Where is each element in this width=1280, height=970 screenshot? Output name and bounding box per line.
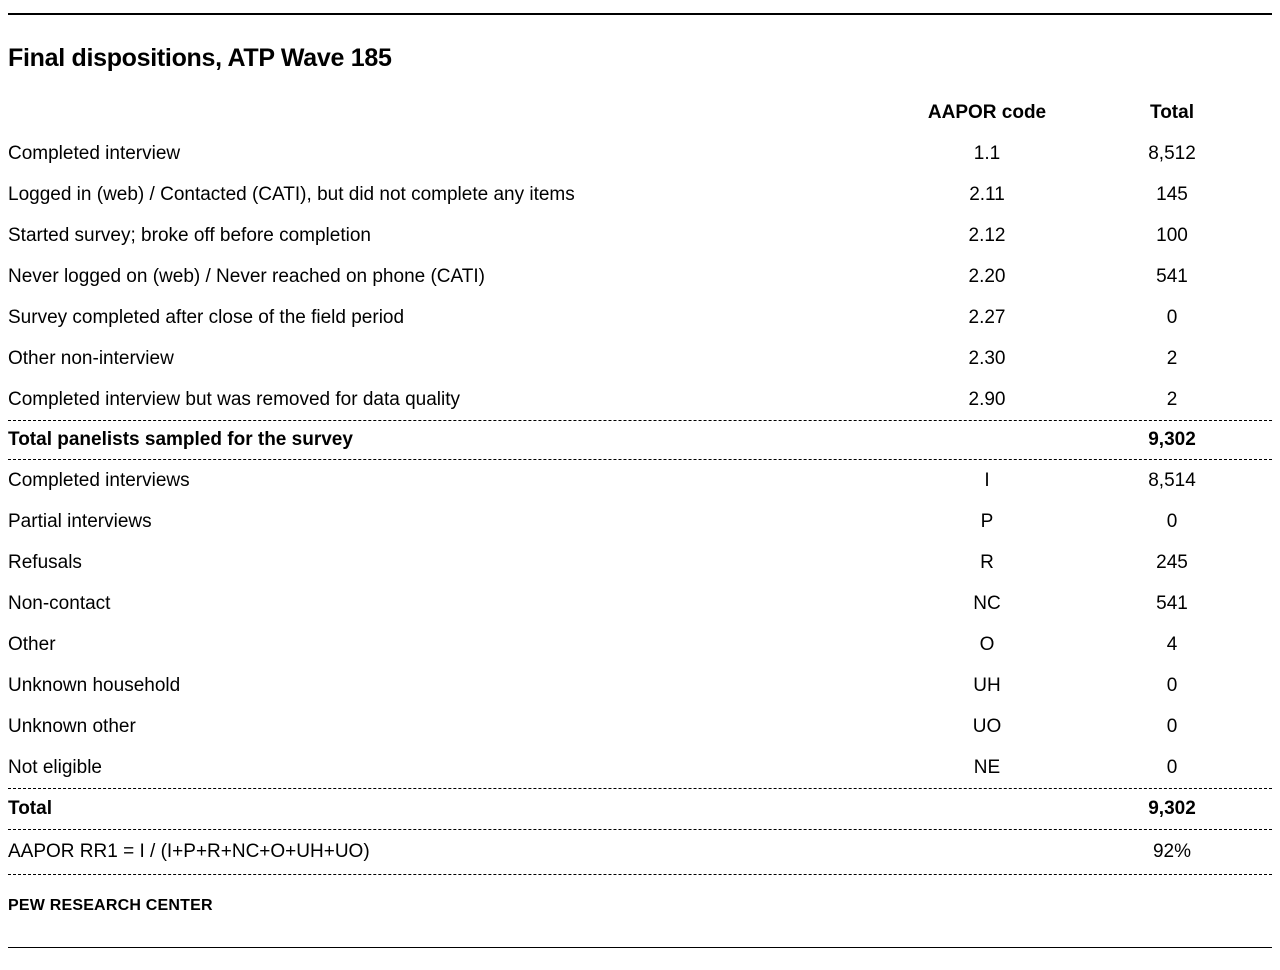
- table-row: Completed interviews I 8,514: [8, 460, 1272, 501]
- row-label: Not eligible: [8, 756, 102, 778]
- table-row: Never logged on (web) / Never reached on…: [8, 256, 1272, 297]
- row-total: 2: [1166, 388, 1178, 410]
- table-row: Partial interviews P 0: [8, 501, 1272, 542]
- row-total: 9,302: [1148, 429, 1196, 450]
- row-label: AAPOR RR1 = I / (I+P+R+NC+O+UH+UO): [8, 841, 370, 862]
- dashed-divider: [8, 420, 1272, 421]
- table-row: Completed interview 1.1 8,512: [8, 133, 1272, 174]
- row-label: Refusals: [8, 551, 82, 573]
- row-code: R: [980, 551, 994, 573]
- table-row: Other non-interview 2.30 2: [8, 338, 1272, 379]
- row-label: Other: [8, 633, 56, 655]
- row-total: 8,514: [1148, 469, 1196, 491]
- table-row: Logged in (web) / Contacted (CATI), but …: [8, 174, 1272, 215]
- table-row: Survey completed after close of the fiel…: [8, 297, 1272, 338]
- row-code: 2.20: [968, 265, 1006, 287]
- table-row: Not eligible NE 0: [8, 747, 1272, 788]
- dashed-divider: [8, 788, 1272, 789]
- row-label: Completed interviews: [8, 469, 190, 491]
- row-label: Partial interviews: [8, 510, 152, 532]
- row-code: 2.30: [968, 347, 1006, 369]
- row-label: Unknown household: [8, 674, 181, 696]
- row-total: 245: [1156, 551, 1188, 573]
- row-total: 2: [1166, 347, 1178, 369]
- row-total: 0: [1166, 510, 1178, 532]
- dashed-divider: [8, 459, 1272, 460]
- table-row: Other O 4: [8, 624, 1272, 665]
- table-row: Non-contact NC 541: [8, 583, 1272, 624]
- dashed-divider: [8, 874, 1272, 875]
- table-row: Refusals R 245: [8, 542, 1272, 583]
- row-code: 2.27: [968, 306, 1006, 328]
- source-attribution: PEW RESEARCH CENTER: [8, 897, 213, 914]
- sampled-total-row: Total panelists sampled for the survey 9…: [8, 421, 1272, 459]
- row-total: 541: [1156, 265, 1188, 287]
- row-label: Logged in (web) / Contacted (CATI), but …: [8, 183, 575, 205]
- table-row: Started survey; broke off before complet…: [8, 215, 1272, 256]
- row-label: Non-contact: [8, 592, 111, 614]
- table-header-row: AAPOR code Total: [8, 93, 1272, 133]
- row-total: 0: [1166, 756, 1178, 778]
- header-aapor-code: AAPOR code: [927, 102, 1047, 123]
- row-total: 8,512: [1148, 142, 1196, 164]
- row-code: UO: [972, 715, 1002, 737]
- dispositions-table: AAPOR code Total Completed interview 1.1…: [8, 93, 1272, 875]
- row-code: UH: [973, 674, 1001, 696]
- row-code: 1.1: [973, 142, 1001, 164]
- row-code: 2.12: [968, 224, 1006, 246]
- row-total: 9,302: [1148, 798, 1196, 819]
- row-total: 100: [1156, 224, 1188, 246]
- row-total: 92%: [1152, 841, 1192, 862]
- row-label: Completed interview: [8, 142, 181, 164]
- row-label: Never logged on (web) / Never reached on…: [8, 265, 486, 287]
- row-label: Unknown other: [8, 715, 136, 737]
- row-total: 4: [1166, 633, 1178, 655]
- row-label: Total: [8, 798, 52, 819]
- response-rate-row: AAPOR RR1 = I / (I+P+R+NC+O+UH+UO) 92%: [8, 830, 1272, 874]
- row-label: Completed interview but was removed for …: [8, 388, 461, 410]
- row-code: 2.11: [969, 183, 1005, 205]
- grand-total-row: Total 9,302: [8, 789, 1272, 829]
- row-code: P: [980, 510, 994, 532]
- top-rule: [8, 13, 1272, 15]
- header-total: Total: [1150, 102, 1194, 123]
- row-total: 0: [1166, 715, 1178, 737]
- row-label: Other non-interview: [8, 347, 174, 369]
- row-label: Total panelists sampled for the survey: [8, 429, 353, 450]
- row-code: I: [984, 469, 990, 491]
- row-total: 541: [1156, 592, 1188, 614]
- table-row: Completed interview but was removed for …: [8, 379, 1272, 420]
- table-row: Unknown other UO 0: [8, 706, 1272, 747]
- dashed-divider: [8, 829, 1272, 830]
- row-code: NC: [973, 592, 1001, 614]
- row-total: 0: [1166, 306, 1178, 328]
- row-label: Started survey; broke off before complet…: [8, 224, 371, 246]
- table-row: Unknown household UH 0: [8, 665, 1272, 706]
- row-code: O: [979, 633, 995, 655]
- row-total: 145: [1156, 183, 1188, 205]
- bottom-rule: [8, 947, 1272, 948]
- page-title: Final dispositions, ATP Wave 185: [8, 44, 392, 72]
- row-total: 0: [1166, 674, 1178, 696]
- row-code: NE: [973, 756, 1001, 778]
- row-code: 2.90: [968, 388, 1006, 410]
- row-label: Survey completed after close of the fiel…: [8, 306, 405, 328]
